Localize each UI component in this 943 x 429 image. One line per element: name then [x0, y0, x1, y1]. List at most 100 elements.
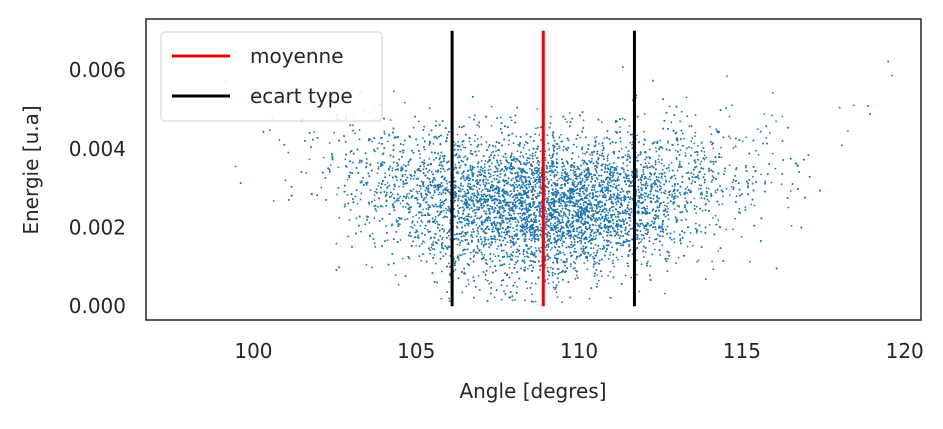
- scatter-point: [467, 225, 470, 227]
- scatter-point: [441, 236, 444, 239]
- scatter-point: [338, 216, 341, 219]
- scatter-point: [658, 206, 661, 209]
- scatter-point: [582, 162, 585, 165]
- scatter-point: [524, 199, 527, 202]
- scatter-point: [502, 211, 505, 213]
- scatter-point: [569, 237, 572, 240]
- scatter-point: [389, 119, 392, 121]
- scatter-point: [503, 290, 505, 293]
- scatter-point: [631, 184, 634, 187]
- scatter-point: [489, 265, 492, 268]
- scatter-point: [467, 279, 469, 281]
- scatter-point: [532, 176, 535, 179]
- scatter-point: [594, 168, 597, 170]
- scatter-point: [572, 220, 575, 223]
- scatter-point: [544, 209, 547, 211]
- scatter-point: [558, 246, 561, 249]
- scatter-point: [584, 218, 587, 220]
- scatter-point: [464, 219, 466, 222]
- scatter-point: [601, 183, 604, 186]
- scatter-point: [536, 166, 538, 169]
- scatter-point: [427, 208, 430, 211]
- scatter-point: [500, 231, 503, 234]
- scatter-point: [588, 236, 591, 239]
- scatter-point: [642, 170, 645, 173]
- scatter-point: [561, 244, 564, 247]
- scatter-point: [422, 208, 424, 211]
- scatter-point: [458, 207, 461, 210]
- scatter-point: [476, 138, 479, 140]
- scatter-point: [381, 136, 383, 139]
- scatter-point: [644, 162, 647, 165]
- scatter-point: [554, 188, 557, 191]
- scatter-point: [659, 254, 661, 256]
- scatter-point: [622, 241, 625, 244]
- scatter-point: [649, 265, 652, 267]
- scatter-point: [368, 222, 371, 224]
- scatter-point: [568, 112, 571, 114]
- scatter-point: [686, 192, 689, 195]
- scatter-point: [491, 162, 493, 165]
- scatter-point: [688, 240, 691, 243]
- scatter-point: [475, 208, 478, 211]
- scatter-point: [427, 163, 430, 166]
- scatter-point: [588, 195, 591, 198]
- scatter-point: [536, 176, 538, 179]
- scatter-point: [789, 190, 792, 192]
- scatter-point: [630, 174, 633, 177]
- scatter-point: [617, 176, 620, 178]
- scatter-point: [657, 158, 660, 161]
- scatter-point: [407, 207, 410, 210]
- scatter-point: [675, 217, 678, 220]
- scatter-point: [440, 164, 443, 167]
- scatter-point: [490, 208, 493, 210]
- scatter-point: [415, 244, 417, 247]
- scatter-point: [546, 249, 548, 251]
- scatter-point: [385, 193, 388, 196]
- scatter-point: [700, 184, 703, 187]
- scatter-point: [566, 149, 569, 152]
- scatter-point: [403, 164, 405, 167]
- scatter-point: [606, 182, 609, 185]
- scatter-point: [522, 227, 524, 230]
- scatter-point: [726, 75, 728, 77]
- scatter-point: [384, 195, 387, 198]
- scatter-point: [419, 157, 422, 159]
- scatter-point: [621, 117, 624, 120]
- scatter-point: [419, 224, 422, 227]
- scatter-point: [398, 185, 400, 188]
- scatter-point: [500, 144, 503, 147]
- scatter-point: [544, 156, 547, 159]
- scatter-point: [555, 291, 558, 294]
- scatter-point: [695, 212, 698, 214]
- scatter-point: [660, 162, 663, 165]
- scatter-point: [622, 210, 624, 213]
- scatter-point: [537, 126, 539, 129]
- scatter-point: [386, 140, 389, 143]
- scatter-point: [516, 219, 519, 222]
- scatter-point: [539, 223, 542, 226]
- scatter-point: [701, 209, 704, 212]
- scatter-point: [609, 270, 612, 273]
- scatter-point: [546, 134, 549, 137]
- scatter-point: [681, 132, 684, 135]
- scatter-point: [565, 246, 568, 249]
- scatter-point: [562, 192, 565, 195]
- scatter-point: [493, 216, 496, 219]
- scatter-point: [775, 120, 777, 123]
- scatter-point: [369, 235, 371, 238]
- scatter-point: [539, 138, 542, 141]
- scatter-point: [509, 183, 512, 186]
- scatter-point: [443, 209, 445, 212]
- scatter-point: [521, 234, 524, 237]
- scatter-point: [564, 168, 567, 171]
- scatter-point: [524, 222, 527, 225]
- scatter-point: [661, 147, 664, 150]
- scatter-point: [652, 217, 655, 220]
- scatter-point: [677, 189, 679, 191]
- scatter-point: [593, 252, 595, 254]
- scatter-point: [598, 194, 601, 197]
- scatter-point: [704, 278, 707, 280]
- scatter-point: [674, 216, 677, 219]
- scatter-point: [715, 128, 717, 131]
